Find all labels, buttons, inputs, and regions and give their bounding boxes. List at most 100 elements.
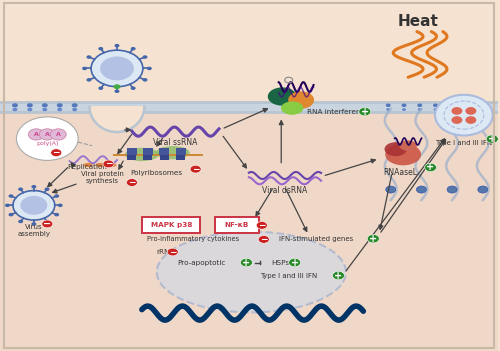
Circle shape	[100, 57, 134, 80]
Ellipse shape	[125, 148, 159, 161]
Text: Pro-apoptotic: Pro-apoptotic	[178, 259, 226, 266]
Circle shape	[20, 196, 48, 215]
Circle shape	[86, 78, 92, 82]
Circle shape	[424, 163, 436, 172]
Circle shape	[435, 95, 492, 135]
Text: +: +	[334, 271, 342, 280]
Circle shape	[466, 116, 476, 124]
Circle shape	[40, 129, 55, 140]
Circle shape	[258, 236, 270, 243]
Circle shape	[44, 220, 50, 223]
Circle shape	[130, 86, 136, 90]
Text: HSPs: HSPs	[272, 259, 289, 266]
Text: −: −	[258, 221, 266, 230]
Circle shape	[51, 149, 62, 157]
Ellipse shape	[385, 144, 421, 165]
Circle shape	[386, 186, 396, 193]
Circle shape	[386, 104, 390, 107]
Circle shape	[481, 108, 485, 111]
Text: Virus
assembly: Virus assembly	[18, 224, 50, 237]
Circle shape	[167, 248, 178, 256]
Circle shape	[449, 104, 454, 107]
Circle shape	[54, 213, 59, 216]
Circle shape	[288, 258, 300, 267]
Circle shape	[32, 222, 36, 226]
Circle shape	[402, 104, 406, 107]
Circle shape	[18, 187, 23, 191]
FancyBboxPatch shape	[143, 148, 153, 155]
Text: RNAaseL: RNAaseL	[384, 168, 418, 178]
Circle shape	[42, 108, 48, 111]
Circle shape	[447, 186, 457, 193]
Circle shape	[16, 117, 78, 160]
Text: poly(A): poly(A)	[36, 141, 59, 146]
FancyBboxPatch shape	[142, 217, 200, 233]
Text: −: −	[43, 219, 52, 229]
Circle shape	[452, 107, 462, 115]
Circle shape	[5, 204, 10, 207]
FancyBboxPatch shape	[0, 0, 498, 105]
Ellipse shape	[96, 163, 104, 167]
Circle shape	[256, 221, 268, 229]
Text: −: −	[128, 178, 136, 187]
Circle shape	[56, 103, 62, 107]
Text: Viral dsRNA: Viral dsRNA	[262, 186, 308, 195]
Circle shape	[368, 234, 380, 243]
Circle shape	[452, 116, 462, 124]
Circle shape	[190, 165, 201, 173]
Text: MAPK p38: MAPK p38	[150, 222, 192, 229]
Circle shape	[114, 84, 120, 89]
FancyBboxPatch shape	[0, 105, 498, 351]
Ellipse shape	[156, 146, 190, 159]
Text: +: +	[290, 258, 298, 267]
Circle shape	[418, 108, 422, 111]
Text: A: A	[45, 132, 50, 137]
Text: NF-κB: NF-κB	[224, 222, 248, 229]
Circle shape	[142, 55, 148, 59]
FancyBboxPatch shape	[144, 155, 152, 160]
Circle shape	[434, 108, 438, 111]
FancyBboxPatch shape	[176, 155, 185, 160]
Text: rRNA: rRNA	[157, 249, 176, 255]
Circle shape	[28, 129, 44, 140]
Text: +: +	[426, 163, 434, 172]
Text: Viral ssRNA: Viral ssRNA	[153, 138, 198, 147]
FancyBboxPatch shape	[214, 217, 260, 233]
FancyBboxPatch shape	[176, 148, 186, 155]
Circle shape	[114, 90, 119, 93]
Circle shape	[91, 50, 143, 87]
Text: −: −	[52, 148, 60, 157]
Text: Pro-inflammatory cytokines: Pro-inflammatory cytokines	[147, 236, 239, 243]
Text: Type I and III IFN: Type I and III IFN	[436, 140, 492, 146]
Circle shape	[103, 160, 114, 168]
Circle shape	[86, 55, 92, 59]
Circle shape	[44, 187, 50, 191]
Ellipse shape	[281, 101, 303, 115]
Circle shape	[402, 108, 406, 111]
Circle shape	[8, 213, 14, 216]
Circle shape	[13, 191, 54, 220]
Circle shape	[12, 108, 18, 111]
Circle shape	[72, 108, 77, 111]
FancyBboxPatch shape	[127, 148, 137, 155]
Ellipse shape	[108, 163, 116, 167]
Circle shape	[114, 44, 119, 47]
Text: Heat: Heat	[398, 14, 438, 28]
Circle shape	[42, 220, 53, 228]
Circle shape	[418, 104, 422, 107]
Circle shape	[32, 185, 36, 188]
Circle shape	[465, 108, 469, 111]
Circle shape	[54, 194, 59, 198]
Circle shape	[12, 103, 18, 107]
FancyBboxPatch shape	[160, 148, 169, 155]
Circle shape	[72, 103, 78, 107]
Text: Viral protein
synthesis: Viral protein synthesis	[80, 171, 124, 184]
Text: −: −	[192, 165, 200, 174]
Circle shape	[142, 78, 148, 82]
Circle shape	[332, 271, 344, 280]
Circle shape	[464, 104, 469, 107]
Circle shape	[27, 103, 33, 107]
Polygon shape	[90, 107, 144, 132]
Text: −: −	[169, 247, 176, 257]
Circle shape	[433, 104, 438, 107]
